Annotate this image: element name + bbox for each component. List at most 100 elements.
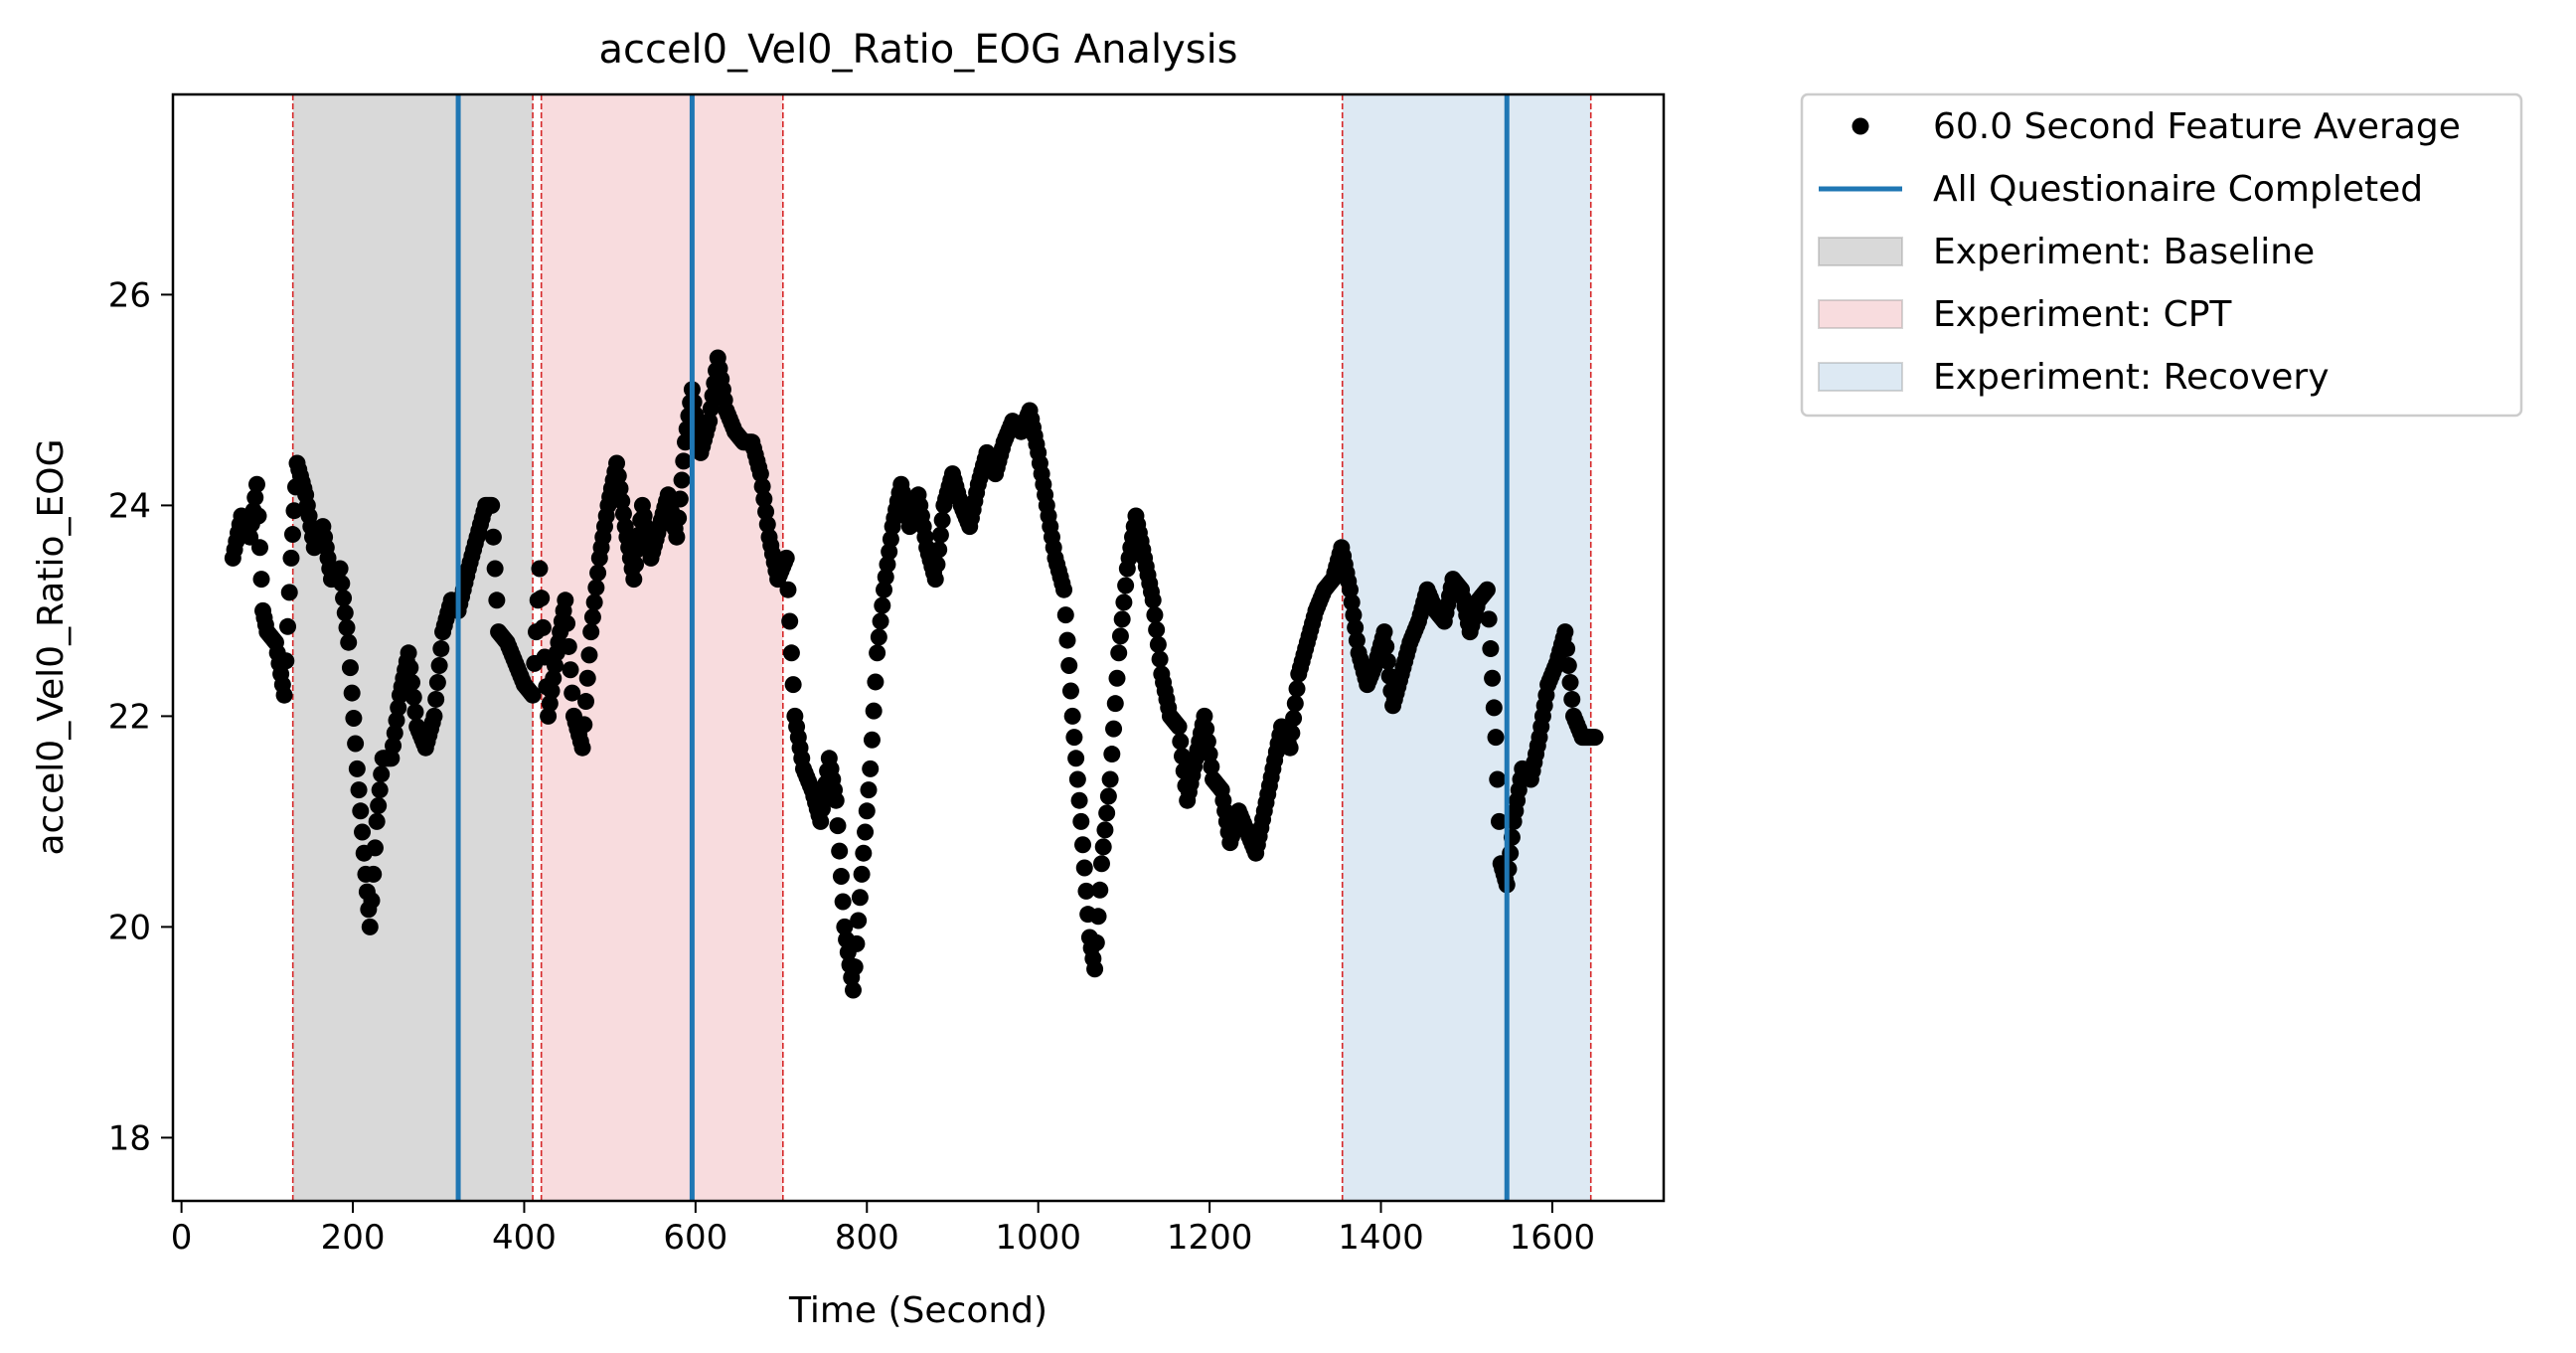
data-point-interp [782, 644, 800, 662]
data-point-interp [1378, 652, 1396, 670]
data-point-interp [251, 539, 268, 557]
y-tick-label: 20 [108, 908, 151, 947]
data-point [275, 686, 293, 704]
data-point-interp [252, 571, 270, 589]
data-point [876, 581, 893, 598]
data-point [582, 623, 600, 641]
data-point-interp [1203, 758, 1220, 775]
data-point-interp [345, 710, 363, 728]
data-point [844, 981, 862, 999]
data-point [282, 549, 300, 567]
data-point-interp [403, 673, 421, 691]
data-point-interp [865, 702, 883, 720]
data-point-interp [1149, 635, 1167, 653]
legend-label: Experiment: Baseline [1933, 232, 2315, 272]
data-point-interp [1058, 631, 1076, 649]
data-point-interp [404, 688, 422, 706]
data-point-interp [486, 560, 504, 578]
data-point [777, 549, 795, 567]
data-point-interp [1106, 695, 1124, 713]
data-point-interp [1111, 627, 1129, 645]
plot-frame [171, 92, 1666, 1203]
data-point [1086, 960, 1104, 978]
data-point [701, 413, 719, 430]
data-point-interp [546, 657, 564, 675]
data-point-interp [347, 735, 365, 753]
data-point-interp [1484, 669, 1502, 687]
data-point [926, 571, 944, 589]
data-point [400, 644, 417, 662]
data-point-interp [352, 802, 370, 820]
data-point-interp [283, 526, 301, 544]
data-point-interp [246, 488, 264, 506]
data-point-interp [1561, 673, 1579, 691]
data-point-interp [1489, 770, 1507, 788]
data-point [531, 560, 549, 578]
data-point-interp [366, 839, 384, 857]
data-point-interp [1347, 618, 1365, 636]
data-point-interp [583, 608, 601, 626]
data-point [812, 812, 830, 830]
data-point-interp [277, 652, 295, 670]
data-point-interp [484, 528, 502, 546]
data-point-interp [559, 614, 576, 632]
data-point-interp [402, 659, 419, 677]
data-point [247, 475, 265, 493]
data-point-interp [363, 892, 381, 910]
data-point-interp [1089, 908, 1107, 926]
data-point-interp [1056, 606, 1074, 624]
data-point-interp [831, 842, 849, 860]
data-point-interp [858, 802, 876, 820]
data-point-interp [427, 690, 445, 708]
data-point-interp [611, 479, 629, 497]
data-point-interp [1087, 933, 1105, 951]
data-point-interp [832, 868, 850, 886]
data-point-interp [1075, 859, 1093, 877]
data-point [1072, 812, 1090, 830]
legend-label: 60.0 Second Feature Average [1933, 106, 2461, 147]
data-point [1556, 623, 1574, 641]
data-point [751, 465, 769, 483]
data-point-interp [757, 503, 775, 521]
data-point-interp [1060, 657, 1078, 675]
data-point-interp [834, 893, 852, 911]
data-point [425, 707, 443, 725]
data-point-interp [589, 564, 607, 582]
data-point [862, 760, 880, 777]
data-point [348, 760, 366, 777]
data-point-interp [860, 781, 878, 799]
data-point-interp [877, 568, 894, 586]
questionnaire-lines [455, 94, 1510, 1201]
data-point [242, 528, 259, 546]
data-point-interp [755, 490, 773, 508]
span-boundary-lines [291, 94, 1592, 1201]
legend-label: All Questionaire Completed [1933, 169, 2423, 210]
data-point-interp [578, 669, 596, 687]
data-point-interp [386, 724, 403, 742]
data-point-interp [1115, 593, 1133, 611]
data-point-interp [1146, 606, 1164, 624]
data-point [573, 739, 591, 757]
legend-items: 60.0 Second Feature Average All Questiona… [1818, 106, 2461, 398]
data-point [853, 865, 871, 883]
legend-symbol-patch [1818, 299, 1903, 329]
data-point-interp [1096, 821, 1114, 839]
data-point-interp [430, 657, 448, 675]
data-point-interp [488, 592, 506, 609]
chart-title: accel0_Vel0_Ratio_EOG Analysis [598, 27, 1237, 73]
legend-symbol-patch [1818, 237, 1903, 266]
data-point [1101, 770, 1119, 788]
data-point-interp [577, 693, 595, 711]
data-point-interp [280, 584, 298, 601]
data-point-interp [857, 823, 875, 841]
data-point-interp [388, 712, 405, 730]
data-point-interp [370, 797, 388, 814]
data-point [677, 433, 695, 451]
data-point [1586, 729, 1604, 747]
data-point [557, 592, 574, 609]
data-point [1478, 581, 1496, 598]
data-point [1196, 707, 1213, 725]
x-tick-label: 1000 [995, 1218, 1081, 1258]
y-tick-label: 26 [108, 275, 151, 315]
